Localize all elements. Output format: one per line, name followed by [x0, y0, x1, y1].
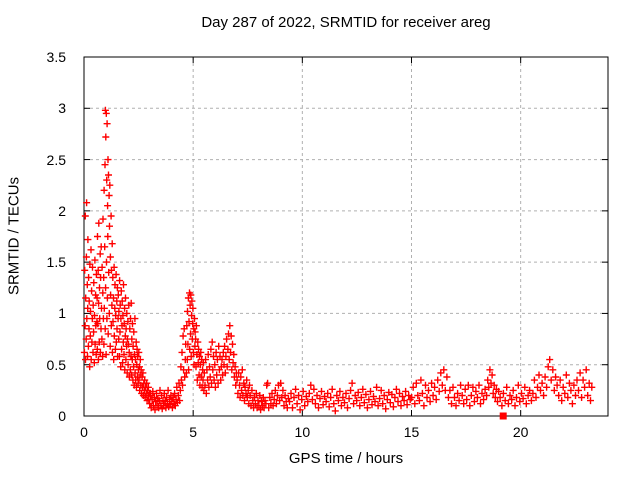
scatter-points	[80, 106, 596, 415]
y-tick-label: 2.5	[46, 151, 66, 168]
y-tick-label: 2	[58, 202, 66, 219]
x-tick-label: 10	[294, 424, 311, 440]
outlier-marker	[499, 412, 507, 420]
y-tick-label: 1	[58, 305, 66, 322]
y-tick-label: 1.5	[46, 254, 66, 271]
y-tick-label: 3	[58, 100, 66, 117]
y-tick-label: 0	[58, 408, 66, 424]
x-tick-label: 15	[403, 424, 420, 440]
x-tick-label: 0	[80, 424, 88, 440]
y-tick-label: 3.5	[46, 49, 66, 65]
x-tick-label: 20	[512, 424, 529, 440]
y-tick-labels: 0 0.5 1 1.5 2 2.5 3 3.5	[0, 0, 74, 480]
x-tick-label: 5	[189, 424, 198, 440]
x-axis-label: GPS time / hours	[288, 450, 404, 467]
plot-border	[83, 56, 609, 417]
x-tick-labels: 0 5 10 15 20	[0, 424, 640, 444]
chart-title: Day 287 of 2022, SRMTID for receiver are…	[201, 14, 491, 31]
y-tick-label: 0.5	[46, 356, 66, 373]
